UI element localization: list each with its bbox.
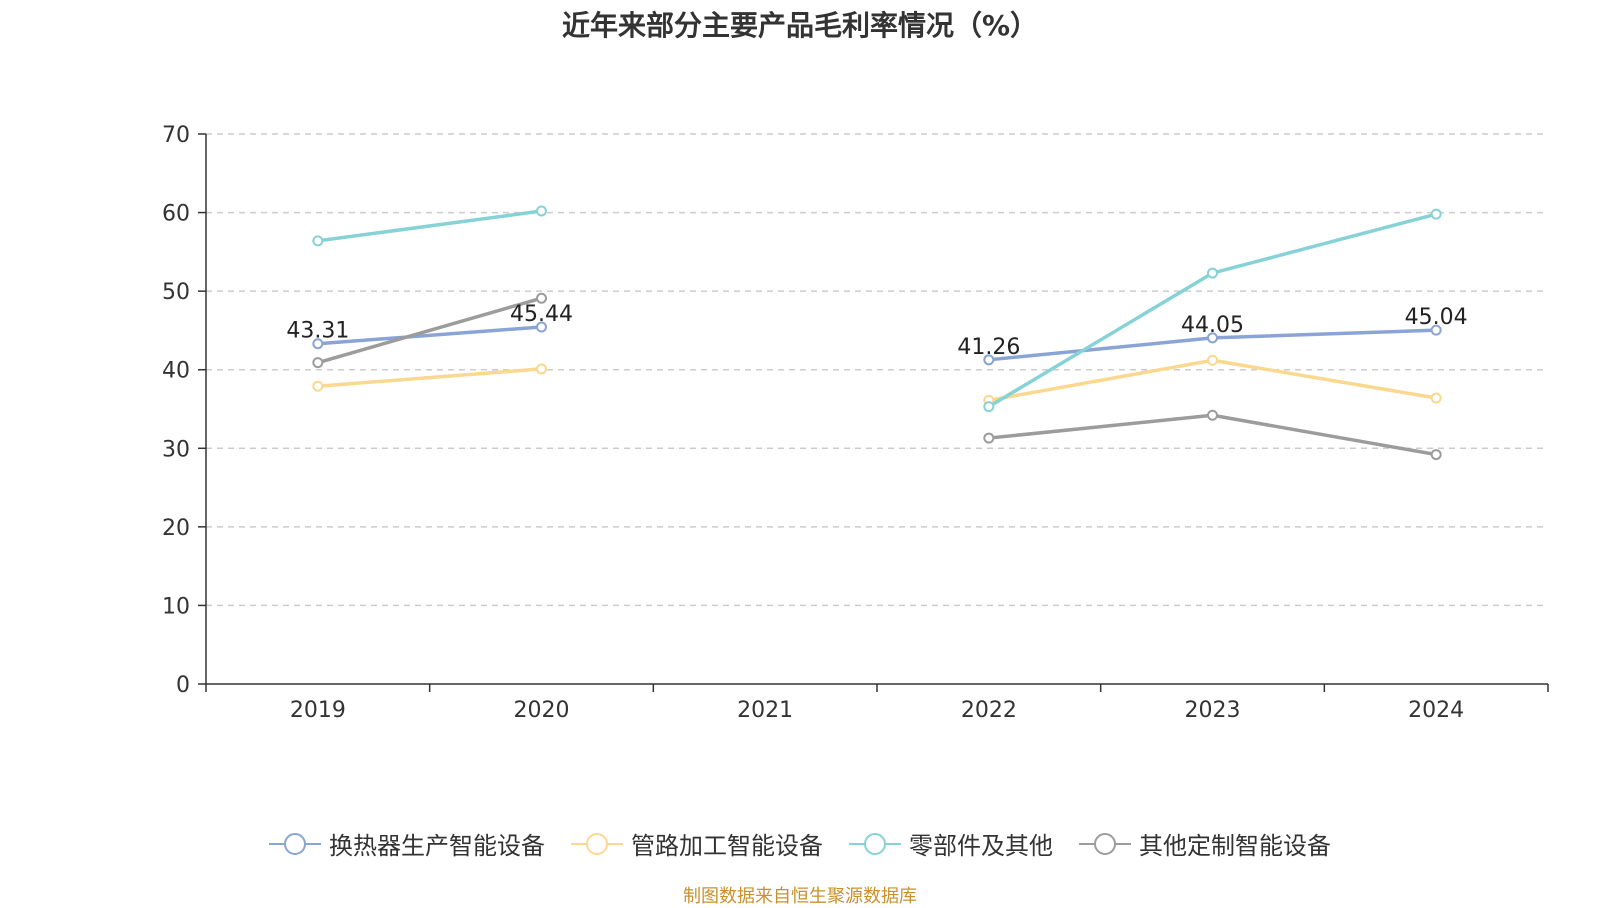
legend-label: 其他定制智能设备 (1139, 832, 1331, 860)
data-point (1430, 392, 1442, 404)
legend-item[interactable]: 零部件及其他 (849, 826, 1053, 861)
data-point (983, 432, 995, 444)
axes: 0 10 20 30 40 50 60 70 2019 2020 2021 2022 2023 2024 (162, 123, 1549, 723)
legend-label: 管路加工智能设备 (631, 832, 823, 860)
grid-lines (206, 133, 1548, 607)
y-tick-label: 0 (176, 673, 190, 698)
x-tick-label: 2020 (514, 698, 570, 723)
legend-label: 零部件及其他 (909, 832, 1053, 860)
chart-title: 近年来部分主要产品毛利率情况（%） (561, 9, 1039, 42)
y-tick-label: 60 (162, 202, 190, 227)
source-note: 制图数据来自恒生聚源数据库 (683, 886, 917, 907)
x-tick-label: 2022 (961, 698, 1017, 723)
data-label: 41.26 (957, 335, 1020, 360)
data-point (536, 321, 547, 333)
data-label: 45.04 (1405, 305, 1468, 330)
series-line (317, 209, 542, 243)
data-point (312, 380, 324, 392)
x-tick-label: 2023 (1185, 698, 1241, 723)
data-point (312, 357, 324, 369)
data-point (1430, 324, 1442, 336)
y-tick-label: 50 (162, 280, 190, 305)
data-point (536, 292, 547, 304)
data-label: 43.31 (286, 319, 349, 344)
series-line (317, 367, 542, 388)
series-line (987, 212, 1437, 409)
y-tick-label: 70 (162, 123, 190, 148)
legend-symbol-icon (849, 832, 901, 855)
legend-label: 换热器生产智能设备 (329, 832, 545, 860)
legend-symbol-icon (1079, 832, 1131, 855)
x-tick-label: 2021 (737, 698, 793, 723)
data-point (312, 338, 324, 350)
data-point (1430, 208, 1442, 220)
y-tick-label: 30 (162, 437, 190, 462)
data-point (983, 401, 995, 413)
data-point (1207, 354, 1218, 366)
data-label: 44.05 (1181, 313, 1244, 338)
legend: 换热器生产智能设备 管路加工智能设备 零部件及其他 其他定制智能设备 (0, 826, 1600, 861)
series-layer (312, 205, 1442, 461)
legend-item[interactable]: 换热器生产智能设备 (269, 826, 545, 861)
series-line (317, 296, 542, 365)
data-labels: 43.31 45.44 41.26 44.05 45.04 (286, 302, 1467, 360)
legend-symbol-icon (571, 832, 623, 855)
data-point (1207, 409, 1218, 421)
data-point (983, 354, 995, 366)
data-label: 45.44 (510, 302, 573, 327)
data-point (536, 363, 547, 375)
legend-item[interactable]: 其他定制智能设备 (1079, 826, 1331, 861)
data-point (536, 205, 547, 217)
legend-item[interactable]: 管路加工智能设备 (571, 826, 823, 861)
data-point (312, 235, 324, 247)
x-tick-label: 2024 (1408, 698, 1464, 723)
data-point (1430, 449, 1442, 461)
data-point (1207, 332, 1218, 344)
data-point (1207, 267, 1218, 279)
series-line (317, 325, 542, 346)
y-tick-label: 40 (162, 359, 190, 384)
legend-symbol-icon (269, 832, 321, 855)
y-tick-label: 10 (162, 594, 190, 619)
x-tick-label: 2019 (290, 698, 346, 723)
y-tick-label: 20 (162, 516, 190, 541)
